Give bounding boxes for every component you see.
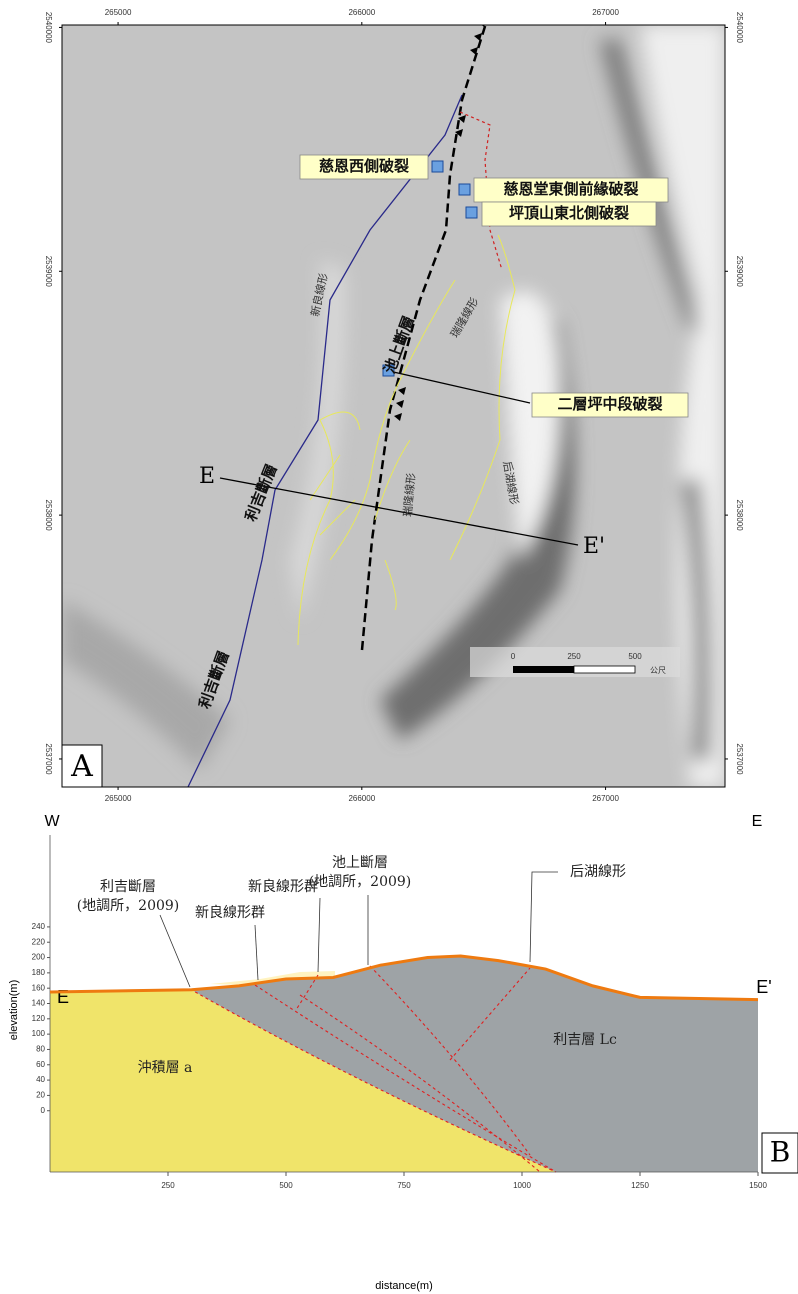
y-tick-label: 2540000 [44,12,53,44]
rupture-label: 二層坪中段破裂 [557,395,662,413]
figure: 慈恩西側破裂 慈恩堂東側前緣破裂 坪頂山東北側破裂 二層坪中段破裂 池上斷層 利… [0,0,798,1294]
y-tick-label: 2538000 [44,500,53,532]
y-tick-label: 2539000 [735,256,744,288]
x-tick-label: 266000 [348,794,375,803]
rupture-label: 坪頂山東北側破裂 [509,204,629,222]
x-tick-label: 265000 [105,794,132,803]
x-tick-label: 1000 [513,1181,531,1190]
y-tick-label: 2538000 [735,500,744,532]
y-tick-label: 2537000 [735,743,744,775]
scale-unit: 公尺 [650,666,666,675]
annotation: 利吉斷層 [100,879,156,895]
x-tick-label: 250 [161,1181,175,1190]
annotation: 新良線形群 [195,905,265,921]
y-tick-label: 2540000 [735,12,744,44]
x-tick-label: 265000 [105,8,132,17]
panel-label: A [70,749,93,784]
x-tick-label: 266000 [348,8,375,17]
profile-end-label: E [57,987,69,1007]
x-tick-label: 267000 [592,8,619,17]
y-tick-label: 140 [32,999,46,1008]
direction-label: E [752,813,763,830]
annotation: 池上斷層 [332,855,388,871]
y-tick-label: 80 [36,1045,45,1054]
y-tick-label: 100 [32,1029,46,1038]
y-tick-label: 240 [32,922,46,931]
y-tick-label: 180 [32,968,46,977]
scale-label: 250 [567,652,581,661]
y-tick-label: 0 [41,1106,46,1115]
unit-label: 沖積層 a [138,1060,193,1076]
x-tick-label: 1500 [749,1181,767,1190]
y-tick-label: 160 [32,983,46,992]
y-tick-label: 60 [36,1060,45,1069]
rupture-label: 慈恩堂東側前緣破裂 [503,180,638,198]
annotation: (地調所，2009) [309,874,412,890]
x-tick-label: 267000 [592,794,619,803]
rupture-label: 慈恩西側破裂 [319,157,409,175]
map-panel: 慈恩西側破裂 慈恩堂東側前緣破裂 坪頂山東北側破裂 二層坪中段破裂 池上斷層 利… [44,8,744,803]
profile-end-label: E' [756,977,771,997]
direction-label: W [44,813,60,830]
x-axis-title: distance(m) [375,1280,432,1292]
annotation: 后湖線形 [570,864,626,880]
unit-label: 利吉層 Lc [553,1032,617,1048]
section-panel: B W E distance(m) elevation(m) E E' 利吉斷層… [8,813,798,1292]
annotation: 新良線形群 [248,879,318,895]
profile-end-label: E' [583,534,605,559]
x-tick-label: 500 [279,1181,293,1190]
y-tick-label: 2537000 [44,743,53,775]
scale-label: 0 [511,652,516,661]
y-tick-label: 200 [32,953,46,962]
y-tick-label: 2539000 [44,256,53,288]
x-tick-label: 1250 [631,1181,649,1190]
scale-label: 500 [628,652,642,661]
annotation: (地調所，2009) [77,898,180,914]
y-tick-label: 220 [32,937,46,946]
panel-label: B [770,1136,791,1169]
y-tick-label: 40 [36,1075,45,1084]
y-axis-title: elevation(m) [8,980,20,1041]
profile-end-label: E [199,464,215,489]
x-tick-label: 750 [397,1181,411,1190]
y-tick-label: 20 [36,1091,45,1100]
y-tick-label: 120 [32,1014,46,1023]
